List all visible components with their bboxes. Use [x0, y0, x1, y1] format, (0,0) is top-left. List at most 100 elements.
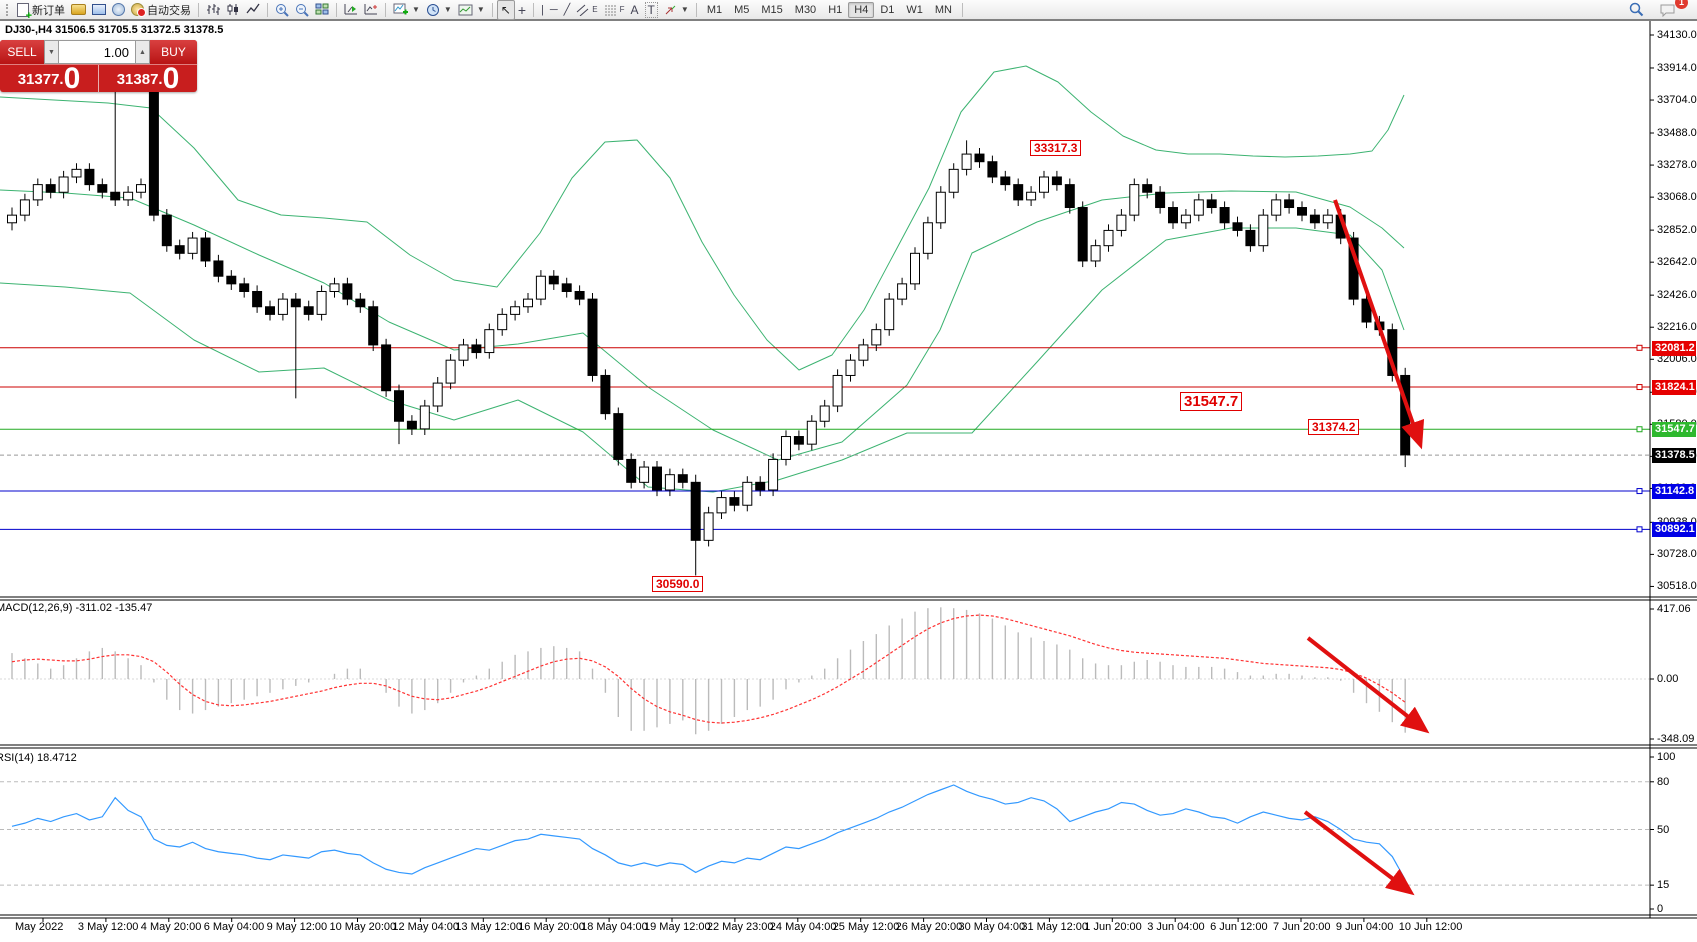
price-badge-31824.1: 31824.1: [1652, 380, 1696, 396]
buy-price-big-digit: 0: [162, 62, 180, 93]
chat-button[interactable]: 1: [1657, 0, 1688, 19]
tf-w1[interactable]: W1: [906, 3, 923, 16]
toolbar-grip[interactable]: [6, 3, 11, 16]
tf-m15[interactable]: M15: [761, 3, 783, 16]
time-axis-label: 3 May 12:00: [77, 921, 139, 933]
new-order-button[interactable]: + 新订单: [14, 1, 68, 21]
market-watch-button[interactable]: [68, 1, 89, 19]
price-axis-label: 33068.0: [1657, 191, 1697, 204]
arrows-tool-icon: [665, 5, 676, 14]
time-axis-label: 3 Jun 04:00: [1147, 921, 1205, 933]
hline-marker: [1636, 426, 1643, 433]
arrows-tool-button[interactable]: ▼: [661, 1, 692, 19]
price-badge-31378.5: 31378.5: [1652, 448, 1696, 464]
text-tool-button[interactable]: A: [628, 1, 642, 19]
trend-arrow-0: [1333, 199, 1425, 450]
data-window-button[interactable]: [89, 1, 109, 19]
price-axis-label: 32006.0: [1657, 353, 1697, 366]
time-axis-label: 24 May 04:00: [769, 921, 837, 933]
indicators-icon: [393, 3, 408, 15]
chat-icon: [1660, 4, 1675, 17]
text-tool-icon: A: [630, 2, 639, 17]
macd-axis-label: 417.06: [1657, 603, 1691, 615]
price-axis-label: 33704.0: [1657, 94, 1697, 107]
channel-tool-button[interactable]: E: [573, 1, 600, 19]
autotrade-button[interactable]: 自动交易: [128, 1, 194, 19]
navigator-button[interactable]: [109, 1, 128, 19]
price-axis-label: 32642.0: [1657, 256, 1697, 269]
vline-icon: |: [541, 3, 544, 16]
chart-price-tag-30590.0[interactable]: 30590.0: [652, 576, 704, 592]
channel-tag: E: [592, 5, 598, 14]
toolbar: + 新订单 自动交易: [0, 0, 1697, 21]
fibonacci-tool-button[interactable]: F: [601, 1, 628, 19]
new-order-icon: +: [17, 2, 32, 21]
rsi-axis-label: 100: [1657, 751, 1676, 763]
bar-chart-button[interactable]: [203, 1, 223, 19]
tile-windows-button[interactable]: [312, 1, 332, 19]
time-axis-label: 10 Jun 12:00: [1398, 921, 1463, 933]
tf-h1[interactable]: H1: [828, 3, 843, 16]
auto-scroll-icon: [344, 4, 357, 15]
time-axis-label: 30 May 04:00: [958, 921, 1026, 933]
price-axis-label: 33278.0: [1657, 159, 1697, 172]
zoom-out-icon: [296, 3, 309, 17]
buy-button[interactable]: BUY: [150, 40, 197, 64]
sell-price-display[interactable]: 31377. 0: [0, 62, 98, 93]
zoom-in-icon: [276, 3, 289, 17]
hline-tool-button[interactable]: ─: [547, 1, 561, 19]
macd-axis-label: -348.09: [1657, 733, 1695, 745]
price-axis-label: 34130.0: [1657, 29, 1697, 41]
zoom-in-button[interactable]: [272, 1, 292, 19]
hline-marker: [1636, 526, 1643, 533]
chart-shift-button[interactable]: [361, 1, 381, 19]
channel-icon: [576, 4, 589, 16]
tf-m30[interactable]: M30: [794, 3, 817, 16]
cursor-icon: ↖: [500, 2, 511, 17]
tf-d1[interactable]: D1: [880, 3, 895, 16]
price-axis-label: 33488.0: [1657, 127, 1697, 139]
chart-price-tag-33317.3[interactable]: 33317.3: [1030, 140, 1082, 156]
auto-scroll-button[interactable]: [341, 1, 361, 19]
tf-m5[interactable]: M5: [734, 3, 750, 16]
market-watch-icon: [71, 4, 86, 15]
price-axis-label: 32216.0: [1657, 321, 1697, 334]
time-axis-label: 10 May 20:00: [329, 921, 397, 933]
fibonacci-tag: F: [619, 5, 625, 14]
candle-chart-button[interactable]: [223, 1, 243, 19]
volume-increase-button[interactable]: ▲: [135, 40, 150, 64]
chart-price-tag-31547.7[interactable]: 31547.7: [1180, 392, 1243, 411]
vline-tool-button[interactable]: |: [538, 1, 547, 19]
periods-button[interactable]: ▼: [423, 1, 455, 19]
label-tool-button[interactable]: T: [642, 1, 661, 19]
templates-button[interactable]: ▼: [455, 1, 488, 19]
hline-icon: ─: [549, 3, 558, 16]
time-axis-label: 26 May 20:00: [895, 921, 963, 933]
bollinger-upper: [0, 65, 1405, 371]
chart-price-tag-31374.2[interactable]: 31374.2: [1308, 419, 1360, 435]
crosshair-tool-button[interactable]: +: [515, 1, 529, 19]
indicators-button[interactable]: ▼: [390, 1, 423, 19]
rsi-axis-label: 80: [1657, 775, 1670, 788]
cursor-tool-button[interactable]: ↖: [496, 0, 515, 20]
buy-price-display[interactable]: 31387. 0: [99, 62, 197, 93]
templates-icon: [458, 4, 473, 15]
trendline-icon: ╱: [563, 4, 571, 16]
tf-h4[interactable]: H4: [848, 1, 875, 18]
sell-button[interactable]: SELL: [0, 40, 44, 64]
bollinger-lower: [0, 227, 1405, 493]
tf-mn[interactable]: MN: [934, 3, 952, 16]
search-button[interactable]: [1626, 1, 1647, 19]
hline-marker: [1636, 384, 1643, 391]
line-chart-button[interactable]: [243, 1, 263, 19]
volume-input[interactable]: 1.00: [59, 40, 135, 64]
volume-decrease-button[interactable]: ▼: [44, 40, 59, 64]
sell-price-big-digit: 0: [63, 62, 81, 93]
time-axis-label: 7 Jun 20:00: [1273, 921, 1331, 933]
tf-m1[interactable]: M1: [706, 3, 723, 16]
new-order-label: 新订单: [32, 4, 65, 17]
time-axis-label: 13 May 12:00: [455, 921, 522, 933]
trendline-tool-button[interactable]: ╱: [561, 1, 574, 19]
zoom-out-button[interactable]: [292, 1, 312, 19]
